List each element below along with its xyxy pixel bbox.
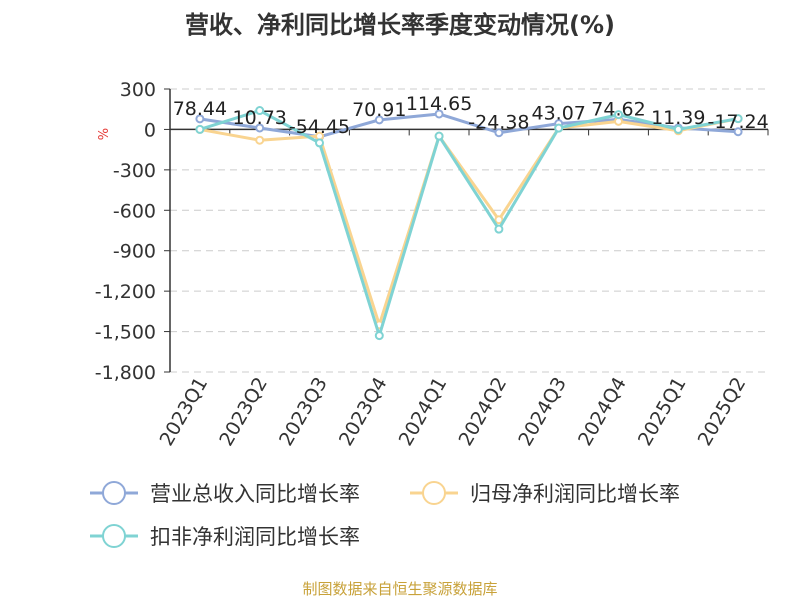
series-line-0 (199, 112, 739, 139)
legend-label: 归母净利润同比增长率 (470, 482, 680, 506)
data-label: 74.62 (591, 98, 645, 120)
series-point-2 (673, 124, 683, 134)
data-label: 11.39 (651, 107, 705, 129)
series-point-2 (434, 131, 444, 141)
legend-swatch-marker (102, 524, 126, 548)
x-tick-label: 2025Q2 (694, 374, 751, 450)
y-unit-label: % (97, 128, 112, 140)
data-label: 10.73 (232, 107, 286, 129)
series-point-2 (554, 123, 564, 133)
series-point-0 (195, 114, 205, 124)
series-point-2 (315, 138, 324, 148)
source-note: 制图数据来自恒生聚源数据库 (302, 580, 497, 598)
data-label: -24.38 (468, 112, 529, 134)
x-tick-label: 2024Q4 (574, 374, 631, 450)
series-point-0 (434, 109, 444, 119)
series-point-1 (494, 215, 504, 225)
data-label: 43.07 (531, 103, 585, 125)
x-tick-label: 2024Q3 (514, 374, 571, 450)
y-axis: 300 0 -300 -600 -900 -1,200 -1,500 -1,800 (95, 79, 171, 384)
x-tick-label: 2023Q3 (275, 374, 332, 450)
series-point-1 (255, 135, 265, 145)
series-point-0 (733, 127, 743, 137)
legend-label: 扣非净利润同比增长率 (150, 525, 360, 549)
x-axis: 2023Q1 2023Q2 2023Q3 2023Q4 2024Q1 2024Q2 2024… (155, 128, 769, 450)
chart-title: 营收、净利同比增长率季度变动情况(%) (185, 11, 615, 39)
series-point-2 (614, 110, 623, 120)
series-point-0 (374, 115, 384, 125)
y-tick-label: -300 (113, 160, 156, 182)
x-tick-label: 2023Q4 (335, 374, 392, 450)
series-point-2 (374, 331, 384, 341)
series-point-0 (255, 123, 265, 133)
y-tick-label: -1,800 (95, 362, 156, 384)
y-tick-label: -600 (113, 200, 156, 222)
y-tick-label: -1,500 (95, 322, 156, 344)
data-label: 70.91 (352, 99, 406, 121)
data-label: 78.44 (173, 98, 227, 120)
x-tick-label: 2025Q1 (634, 374, 691, 450)
legend-item-1: 归母净利润同比增长率 (410, 481, 680, 506)
data-label: 114.65 (406, 93, 472, 115)
legend-swatch-marker (422, 481, 446, 505)
y-tick-label: 0 (144, 119, 156, 141)
y-tick-label: -1,200 (95, 281, 156, 303)
legend-swatch-marker (102, 481, 126, 505)
series-point-0 (494, 128, 504, 138)
data-label: -54.45 (289, 116, 350, 138)
legend-item-2: 扣非净利润同比增长率 (90, 524, 360, 549)
x-tick-label: 2023Q2 (215, 374, 272, 450)
series-line-1 (199, 117, 739, 327)
legend-item-0: 营业总收入同比增长率 (90, 481, 360, 506)
series-point-2 (255, 106, 265, 116)
series-line-2 (199, 109, 739, 338)
series-point-2 (733, 114, 743, 124)
legend-label: 营业总收入同比增长率 (150, 482, 360, 506)
series-point-2 (494, 224, 504, 234)
series-layer (195, 106, 743, 341)
data-label: -17.24 (707, 111, 768, 133)
grid-lines (170, 88, 768, 373)
y-tick-label: 300 (120, 79, 156, 101)
y-tick-label: -900 (113, 241, 156, 263)
x-tick-label: 2024Q1 (395, 373, 452, 449)
series-point-2 (195, 124, 205, 134)
x-tick-label: 2023Q1 (155, 374, 212, 450)
x-tick-label: 2024Q2 (454, 374, 511, 450)
